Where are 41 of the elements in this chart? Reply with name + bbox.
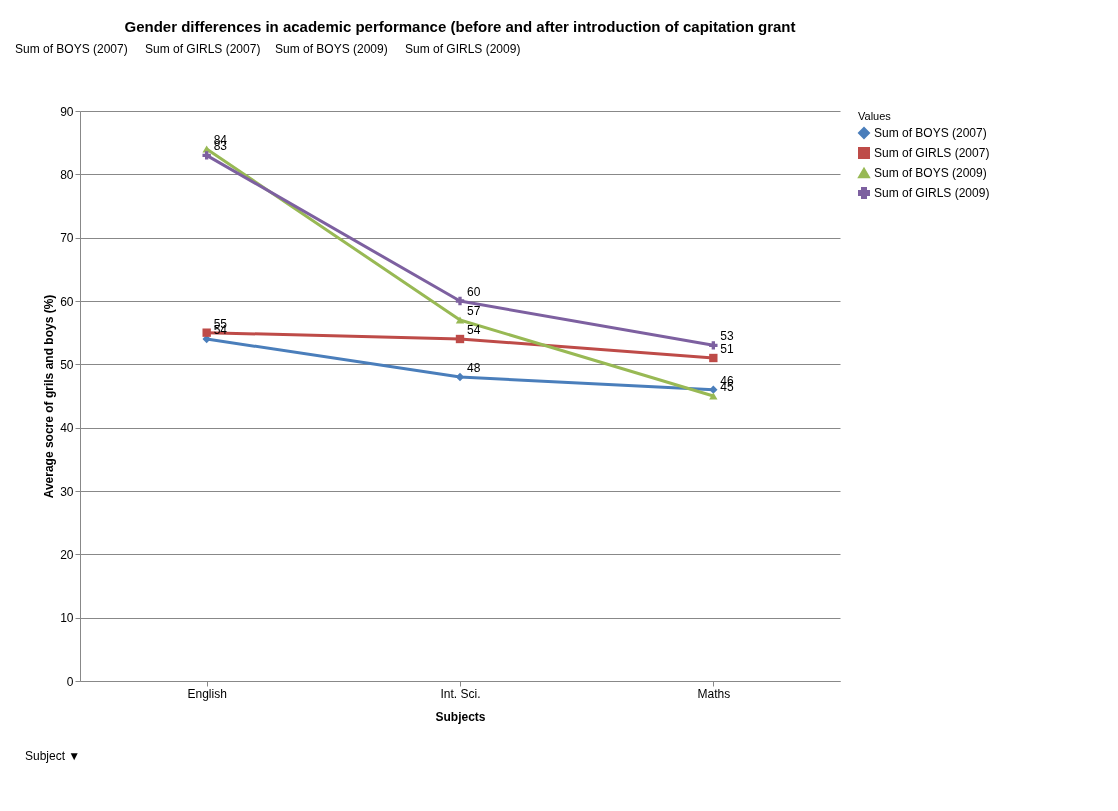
y-tick-label: 80 <box>60 167 74 182</box>
y-tick-label: 40 <box>60 421 74 436</box>
chart-title: Gender differences in academic performance (before and after introduction of capitation grant <box>124 18 796 35</box>
text: Sum of GIRLS (2007) <box>145 42 261 56</box>
legend-label: Sum of BOYS (2007) <box>874 126 987 140</box>
legend-label: Sum of BOYS (2009) <box>874 166 987 180</box>
point <box>455 334 465 344</box>
y-tick-label: 20 <box>60 547 74 562</box>
data-label: 60 <box>467 285 481 299</box>
y-tick-label: 0 <box>66 674 74 689</box>
point <box>709 341 718 350</box>
y-tick-label: 30 <box>60 484 74 499</box>
data-label: 53 <box>720 329 735 344</box>
text: Subject ▼ <box>25 749 81 763</box>
y-tick-label: 10 <box>60 611 74 626</box>
point <box>709 385 718 394</box>
data-label: 51 <box>720 342 735 356</box>
x-tick-label: Maths <box>697 686 731 701</box>
y-tick-label: 90 <box>60 104 74 119</box>
legend-title: Values <box>858 110 892 122</box>
point <box>455 296 465 306</box>
data-label: 57 <box>467 304 481 318</box>
point <box>709 353 718 363</box>
y-tick-label: 60 <box>60 294 74 309</box>
y-axis-title: Average socre of grils and boys (%) <box>42 294 57 499</box>
x-tick-label: English <box>187 686 227 701</box>
point <box>202 151 211 160</box>
point <box>202 328 211 337</box>
x-tick-label: Int. Sci. <box>440 686 481 701</box>
data-label: 54 <box>467 323 481 337</box>
x-axis-title: Subjects <box>435 709 486 724</box>
point <box>709 392 718 400</box>
legend-label: Sum of GIRLS (2007) <box>874 146 990 160</box>
text: Sum of BOYS (2007) <box>15 42 128 56</box>
text: Sum of BOYS (2009) <box>275 42 388 56</box>
y-tick-label: 50 <box>60 357 74 372</box>
point <box>455 316 465 324</box>
legend-label: Sum of GIRLS (2009) <box>874 186 990 200</box>
data-label: 48 <box>467 361 481 375</box>
y-tick-label: 70 <box>60 231 74 246</box>
text: Sum of GIRLS (2009) <box>405 42 521 56</box>
